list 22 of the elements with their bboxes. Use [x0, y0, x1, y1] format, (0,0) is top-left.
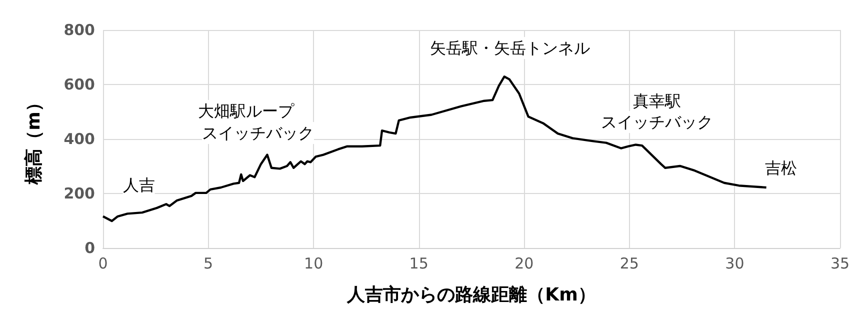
annotation: 人吉 [122, 175, 155, 194]
x-tick-label: 0 [98, 254, 108, 272]
x-tick-label: 35 [830, 254, 850, 272]
x-tick-label: 20 [514, 254, 534, 272]
annotation: スイッチバック [601, 112, 713, 132]
annotation: スイッチバック [202, 124, 314, 142]
x-tick-label: 25 [620, 254, 639, 272]
y-tick-label: 600 [64, 76, 95, 94]
annotation: 矢岳駅・矢岳トンネル [430, 38, 590, 58]
x-axis-title: 人吉市からの路線距離（Km） [346, 284, 596, 306]
y-tick-label: 0 [84, 239, 95, 257]
x-tick-label: 10 [304, 254, 324, 272]
annotation: 大畑駅ループ [198, 102, 295, 120]
y-tick-label: 800 [64, 21, 95, 39]
annotation: 真幸駅 [633, 92, 681, 110]
y-axis-title: 標高（m） [24, 94, 44, 186]
y-tick-label: 200 [64, 184, 95, 202]
x-tick-label: 15 [409, 254, 428, 272]
x-tick-label: 5 [204, 254, 214, 272]
x-tick-label: 30 [725, 254, 744, 272]
y-tick-label: 400 [64, 130, 95, 148]
annotation: 吉松 [765, 158, 798, 178]
